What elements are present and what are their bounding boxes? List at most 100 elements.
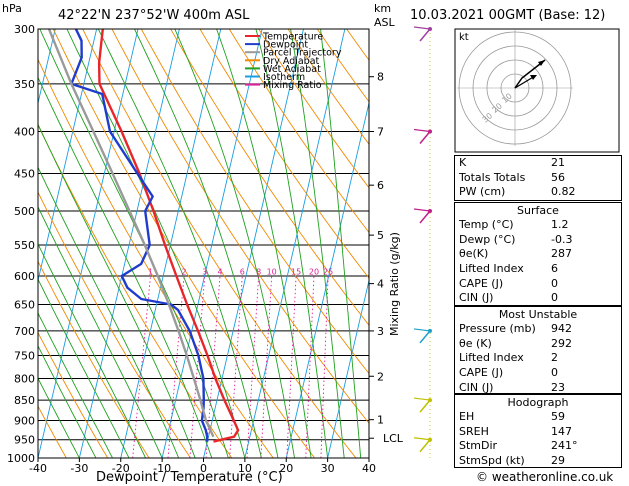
row-value: 0 — [551, 366, 558, 380]
hodograph-table: EH 59 SREH 147 StmDir 241° StmSpd (kt) 29 — [455, 410, 621, 468]
isotherm-line — [161, 29, 263, 458]
pressure-tick-label: 700 — [14, 325, 35, 338]
isotherm-line — [38, 29, 56, 105]
km-tick-label: 1 — [377, 414, 384, 427]
lcl-label: LCL — [383, 432, 404, 445]
row-value: 6 — [551, 262, 558, 276]
mixing-ratio-label: 6 — [240, 267, 245, 276]
barb-flag — [413, 26, 431, 30]
table-row: CAPE (J) 0 — [455, 276, 621, 291]
table-row: θe (K) 292 — [455, 337, 621, 352]
row-label: θe (K) — [459, 336, 492, 350]
row-label: CIN (J) — [459, 380, 494, 394]
storm-motion-arrow — [530, 75, 537, 80]
row-label: θe(K) — [459, 247, 489, 261]
row-label: Totals Totals — [459, 170, 526, 184]
row-label: Lifted Index — [459, 262, 524, 276]
table-row: CAPE (J) 0 — [455, 366, 621, 381]
hodograph-title: Hodograph — [507, 396, 569, 409]
wind-barb — [413, 128, 432, 144]
axes-layer: 1 2 3 4 6 8 10 15 20 2530035040045050055060065070… — [7, 23, 404, 475]
row-label: CAPE (J) — [459, 366, 504, 380]
dry-adiabat-line — [199, 29, 369, 279]
wet-adiabat-line — [174, 29, 295, 458]
row-value: 241° — [551, 439, 578, 453]
mixing-ratio-label: 4 — [217, 267, 222, 276]
hodograph-arrow — [538, 60, 545, 66]
row-value: 21 — [551, 156, 565, 170]
barb-dot — [428, 437, 432, 442]
table-row: SREH 147 — [455, 425, 621, 440]
km-tick-label: 2 — [377, 370, 384, 383]
mixing-ratio-label: 3 — [202, 267, 207, 276]
table-row: StmDir 241° — [455, 439, 621, 454]
barb-flag — [413, 328, 431, 332]
wet-adiabat-line — [38, 76, 213, 458]
row-value: 292 — [551, 336, 572, 350]
x-tick-label: -10 — [153, 462, 171, 475]
wind-barb — [413, 26, 432, 42]
dry-adiabat-line — [38, 405, 67, 458]
legend-label: Parcel Trajectory — [263, 48, 342, 59]
legend-label: Mixing Ratio — [263, 80, 322, 91]
dry-adiabat-line — [228, 29, 369, 234]
row-value: 147 — [551, 424, 572, 438]
series-parcel-trajectory — [47, 29, 215, 438]
wet-adiabat-line — [255, 29, 329, 458]
pressure-tick-label: 500 — [14, 205, 35, 218]
legend-label: Temperature — [262, 32, 323, 43]
pressure-tick-label: 850 — [14, 394, 35, 407]
dry-adiabat-line — [82, 29, 357, 458]
series-layer — [47, 29, 240, 443]
most-unstable-title: Most Unstable — [498, 308, 578, 321]
mixing-ratio-label: 2 — [182, 267, 187, 276]
table-row: StmSpd (kt) 29 — [455, 454, 621, 469]
km-unit: km — [374, 2, 392, 15]
wet-adiabat-line — [38, 345, 97, 458]
barb-dot — [428, 209, 432, 214]
wet-adiabat-line — [97, 29, 262, 458]
mixing-ratio-label: 8 — [256, 267, 261, 276]
table-row: Lifted Index 2 — [455, 351, 621, 366]
row-label: CIN (J) — [459, 291, 494, 305]
dry-adiabat-line — [170, 29, 369, 327]
surface-box: Surface Temp (°C) 1.2 Dewp (°C) -0.3 θe(K) 28… — [454, 202, 622, 306]
dry-adiabat-line — [140, 29, 369, 375]
row-label: CAPE (J) — [459, 276, 504, 290]
table-row: PW (cm) 0.82 — [455, 185, 621, 200]
wet-adiabat-line — [38, 377, 80, 458]
location-title: 42°22'N 237°52'W 400m ASL — [58, 8, 250, 23]
barb-dot — [428, 129, 432, 134]
x-tick-label: 0 — [200, 462, 207, 475]
dry-adiabat-line — [38, 260, 150, 458]
wind-barb — [413, 208, 432, 224]
most-unstable-box: Most Unstable Pressure (mb) 942 θe (K) 292 L… — [454, 306, 622, 394]
table-row: CIN (J) 0 — [455, 291, 621, 306]
dry-adiabat-line — [38, 191, 191, 458]
legend-label: Isotherm — [263, 72, 305, 83]
row-label: PW (cm) — [459, 185, 506, 199]
wind-barb — [413, 328, 432, 344]
hodograph-frame — [454, 28, 620, 153]
dry-adiabat-line — [52, 29, 315, 458]
wet-adiabat-line — [38, 278, 130, 458]
isotherm-line — [327, 278, 369, 458]
pressure-tick-label: 400 — [14, 126, 35, 139]
table-row: Dewp (°C) -0.3 — [455, 233, 621, 248]
mixing-ratio-line — [189, 275, 206, 458]
pressure-tick-label: 950 — [14, 434, 35, 447]
row-label: Pressure (mb) — [459, 322, 536, 336]
row-value: 29 — [551, 454, 565, 468]
barb-staff — [419, 439, 431, 453]
x-tick-label: -40 — [29, 462, 47, 475]
datetime-title: 10.03.2021 00GMT (Base: 12) — [410, 8, 606, 23]
pressure-tick-label: 650 — [14, 299, 35, 312]
pressure-tick-label: 900 — [14, 414, 35, 427]
mixing-ratio-label: 20 — [309, 267, 319, 276]
barb-flag — [413, 208, 431, 212]
row-value: 1.2 — [551, 218, 569, 232]
x-tick-label: -20 — [112, 462, 130, 475]
wind-barb — [413, 397, 432, 413]
